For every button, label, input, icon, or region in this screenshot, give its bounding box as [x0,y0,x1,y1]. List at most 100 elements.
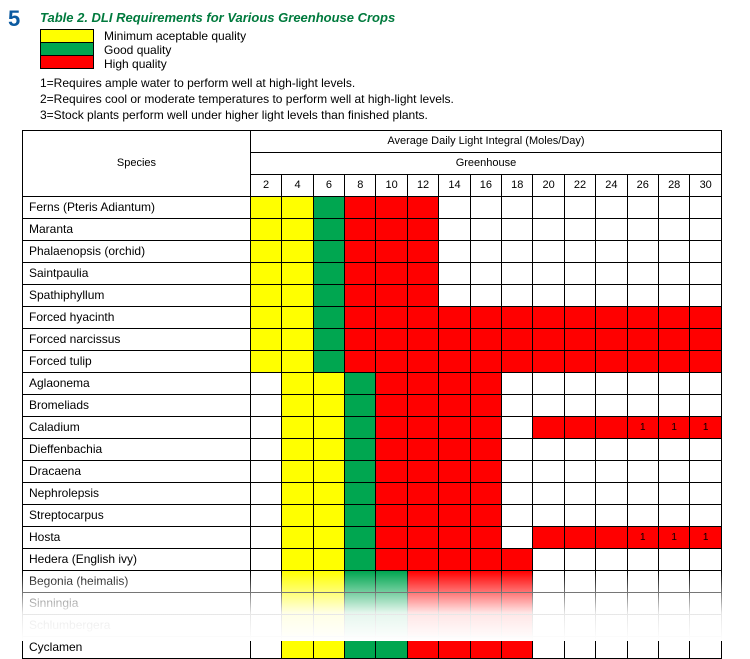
dli-cell [502,306,533,328]
col-dli: 10 [376,174,407,196]
dli-cell [627,636,658,658]
dli-cell [313,262,344,284]
dli-cell [250,196,281,218]
table-row: Phalaenopsis (orchid) [23,240,722,262]
dli-cell [282,306,313,328]
table-row: Hedera (English ivy) [23,548,722,570]
dli-cell [439,460,470,482]
dli-cell [596,394,627,416]
dli-cell [502,614,533,636]
dli-cell [690,284,722,306]
dli-cell [407,416,438,438]
dli-cell [596,482,627,504]
dli-cell [502,372,533,394]
dli-cell [407,328,438,350]
dli-cell [533,394,564,416]
dli-cell [470,592,501,614]
dli-cell [659,218,690,240]
table-row: Sinningia [23,592,722,614]
dli-cell [282,218,313,240]
dli-cell [439,350,470,372]
dli-cell [407,548,438,570]
note-2: 2=Requires cool or moderate temperatures… [40,91,732,107]
dli-cell [345,482,376,504]
table-row: Maranta [23,218,722,240]
dli-cell [376,570,407,592]
dli-cell [564,482,595,504]
col-dli: 24 [596,174,627,196]
dli-cell [502,350,533,372]
dli-cell [345,460,376,482]
dli-cell [313,328,344,350]
dli-cell [282,526,313,548]
dli-cell [564,394,595,416]
dli-cell [250,328,281,350]
dli-cell [345,350,376,372]
table-row: Dracaena [23,460,722,482]
dli-cell [690,240,722,262]
dli-cell [470,306,501,328]
dli-cell [502,416,533,438]
species-cell: Cyclamen [23,636,251,658]
dli-cell [407,306,438,328]
dli-cell [596,328,627,350]
dli-cell [345,438,376,460]
dli-cell [376,394,407,416]
dli-cell [407,350,438,372]
dli-cell [502,328,533,350]
dli-cell [313,284,344,306]
dli-cell [282,460,313,482]
dli-cell [470,548,501,570]
species-cell: Saintpaulia [23,262,251,284]
dli-cell [533,438,564,460]
dli-cell [533,592,564,614]
dli-cell [407,394,438,416]
dli-cell [439,306,470,328]
table-row: Bromeliads [23,394,722,416]
dli-cell [250,416,281,438]
species-cell: Begonia (heimalis) [23,570,251,592]
dli-cell [282,570,313,592]
dli-cell [596,614,627,636]
dli-cell [282,636,313,658]
dli-cell [627,438,658,460]
dli-cell [345,394,376,416]
col-dli: 12 [407,174,438,196]
dli-cell [313,636,344,658]
table-row: Forced hyacinth [23,306,722,328]
dli-cell [439,416,470,438]
dli-cell [376,328,407,350]
dli-cell [439,196,470,218]
dli-cell [533,328,564,350]
dli-cell [533,548,564,570]
dli-cell [564,570,595,592]
dli-cell [564,218,595,240]
dli-cell [502,240,533,262]
col-dli: 2 [250,174,281,196]
dli-cell [376,460,407,482]
dli-cell [345,328,376,350]
dli-cell [596,196,627,218]
dli-cell [627,350,658,372]
dli-cell [533,372,564,394]
dli-cell [282,240,313,262]
dli-cell [659,284,690,306]
dli-cell: 1 [627,416,658,438]
dli-cell [564,636,595,658]
dli-cell [250,592,281,614]
dli-cell [470,372,501,394]
dli-cell [250,570,281,592]
dli-cell [564,504,595,526]
dli-cell [282,504,313,526]
dli-cell [376,504,407,526]
dli-cell [627,240,658,262]
dli-cell [659,306,690,328]
dli-cell [533,504,564,526]
dli-cell [533,526,564,548]
dli-cell [407,262,438,284]
dli-cell [596,372,627,394]
dli-cell [282,262,313,284]
dli-cell [690,636,722,658]
col-dli: 28 [659,174,690,196]
dli-cell [376,438,407,460]
